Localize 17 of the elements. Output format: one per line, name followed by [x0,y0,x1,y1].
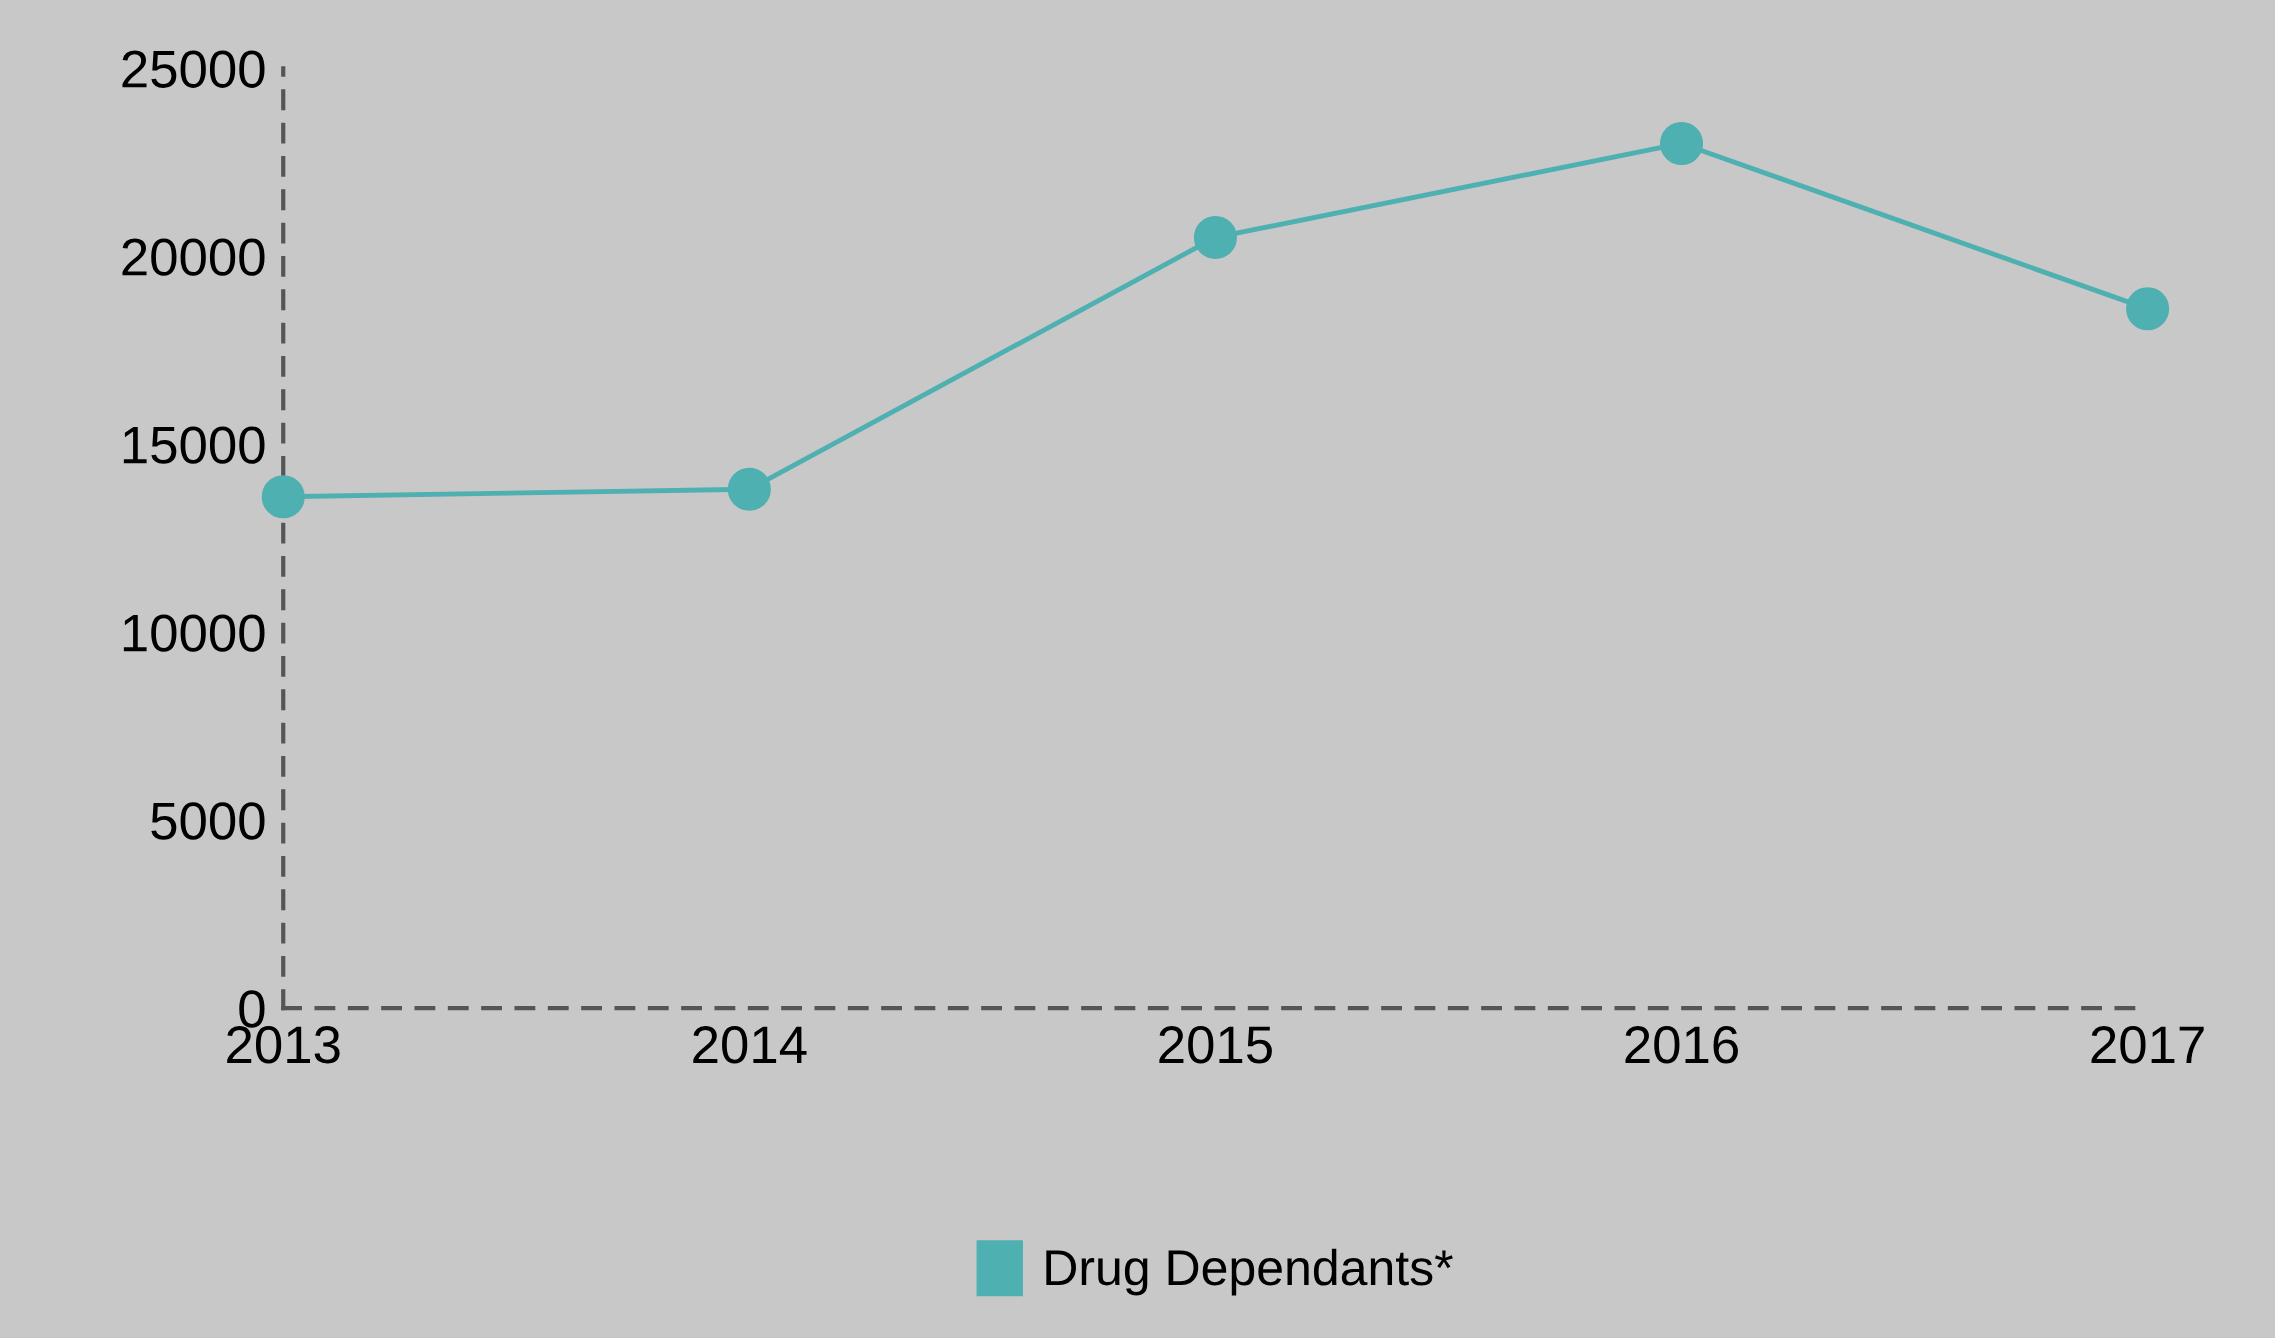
point [261,475,305,519]
point [1193,215,1237,259]
y-tick-label: 0 [239,990,265,1028]
x-tick-label: 2017 [2091,1026,2204,1064]
x-tick-label: 2016 [1625,1026,1738,1064]
y-tick-label: 15000 [123,426,265,464]
x-tick-label: 2013 [227,1026,340,1064]
legend-label: Drug Dependants* [1046,1248,1453,1296]
y-tick-label: 5000 [151,802,265,840]
x-tick-label: 2014 [693,1026,807,1064]
y-tick-label: 10000 [123,614,265,652]
x-tick-label: 2015 [1159,1026,1272,1064]
y-tick-label: 25000 [122,50,265,88]
point [1659,121,1704,165]
y-tick-label: 20000 [122,238,265,276]
point [727,467,771,511]
point [2126,287,2170,331]
